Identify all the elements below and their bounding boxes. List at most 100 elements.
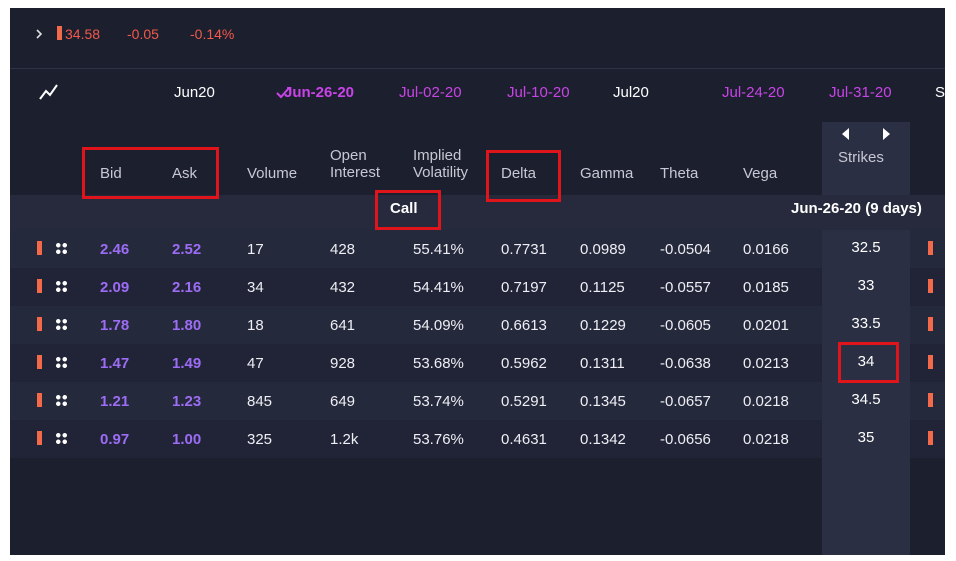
cell: 2.52 <box>172 241 202 258</box>
row-bg <box>10 230 822 268</box>
expiration-tab[interactable]: Jul-24-20 <box>722 84 785 101</box>
cell: 2.16 <box>172 279 202 296</box>
strike-nav[interactable] <box>839 126 893 142</box>
cell: -0.0504 <box>660 241 711 258</box>
column-header[interactable]: Open Interest <box>330 147 381 181</box>
cell: 0.0989 <box>580 241 626 258</box>
cell: 1.78 <box>100 317 130 334</box>
menu-icon[interactable] <box>55 242 68 255</box>
cell: 0.5291 <box>501 393 547 410</box>
menu-icon[interactable] <box>55 318 68 331</box>
cell: 53.74% <box>413 393 464 410</box>
menu-icon[interactable] <box>55 356 68 369</box>
cell: 928 <box>330 355 356 372</box>
row-bg <box>910 306 945 344</box>
expiration-tab[interactable]: Jul-10-20 <box>507 84 570 101</box>
cell: 0.0213 <box>743 355 789 372</box>
price: 34.58 <box>65 26 101 42</box>
column-header[interactable]: Implied Volatility <box>413 147 469 181</box>
menu-icon[interactable] <box>55 280 68 293</box>
trade-bar[interactable] <box>928 241 933 255</box>
cell: -0.0557 <box>660 279 711 296</box>
expiration-tab[interactable]: S <box>935 84 945 101</box>
column-header[interactable]: Bid <box>100 165 122 182</box>
cell: 1.47 <box>100 355 130 372</box>
cell: 0.0166 <box>743 241 789 258</box>
cell: 1.21 <box>100 393 130 410</box>
cell: -0.0638 <box>660 355 711 372</box>
cell: 0.0218 <box>743 431 789 448</box>
row-bg <box>10 344 822 382</box>
strike: 33 <box>857 277 875 294</box>
trade-bar[interactable] <box>928 317 933 331</box>
cell: 0.7197 <box>501 279 547 296</box>
highlight-box <box>82 147 219 199</box>
strike: 35 <box>857 429 875 446</box>
cell: -0.0657 <box>660 393 711 410</box>
cell: 2.09 <box>100 279 130 296</box>
row-bg <box>910 268 945 306</box>
cell: 428 <box>330 241 356 258</box>
strike: 34.5 <box>851 391 881 408</box>
cell: 55.41% <box>413 241 464 258</box>
trade-bar[interactable] <box>37 355 42 369</box>
column-header[interactable]: Ask <box>172 165 198 182</box>
expand-icon[interactable] <box>34 28 44 40</box>
expiration-tab[interactable]: Jul20 <box>613 84 649 101</box>
trade-bar[interactable] <box>37 393 42 407</box>
highlight-box <box>486 150 561 202</box>
cell: 53.76% <box>413 431 464 448</box>
cell: 1.00 <box>172 431 202 448</box>
cell: 0.1345 <box>580 393 626 410</box>
trade-bar[interactable] <box>37 317 42 331</box>
column-header[interactable]: Gamma <box>580 165 634 182</box>
menu-icon[interactable] <box>55 432 68 445</box>
trade-bar[interactable] <box>37 279 42 293</box>
divider <box>10 68 945 69</box>
strike: 32.5 <box>851 239 881 256</box>
cell: 0.4631 <box>501 431 547 448</box>
column-header[interactable]: Delta <box>501 165 537 182</box>
cell: 432 <box>330 279 356 296</box>
row-bg <box>910 420 945 458</box>
strike: 34 <box>857 353 875 370</box>
cell: 18 <box>247 317 264 334</box>
section-label: Call <box>390 200 418 217</box>
cell: 0.5962 <box>501 355 547 372</box>
cell: -0.0656 <box>660 431 711 448</box>
change: -0.05 <box>127 26 159 42</box>
trade-bar[interactable] <box>928 431 933 445</box>
menu-icon[interactable] <box>55 394 68 407</box>
cell: -0.0605 <box>660 317 711 334</box>
strikes-column <box>822 122 910 555</box>
cell: 1.80 <box>172 317 202 334</box>
row-bg <box>910 344 945 382</box>
highlight-box <box>375 190 441 230</box>
chart-icon[interactable] <box>38 82 60 102</box>
trade-bar[interactable] <box>37 241 42 255</box>
cell: 17 <box>247 241 264 258</box>
trade-bar[interactable] <box>37 431 42 445</box>
cell: 0.1229 <box>580 317 626 334</box>
cell: 0.1311 <box>580 355 625 372</box>
trade-bar[interactable] <box>928 279 933 293</box>
expiration-tab[interactable]: Jun20 <box>174 84 215 101</box>
expiration-tab[interactable]: Jul-02-20 <box>399 84 462 101</box>
price-bar <box>57 26 62 40</box>
strike: 33.5 <box>851 315 881 332</box>
expiration-tab[interactable]: Jul-31-20 <box>829 84 892 101</box>
cell: 2.46 <box>100 241 130 258</box>
cell: 845 <box>247 393 273 410</box>
column-header[interactable]: Theta <box>660 165 699 182</box>
trade-bar[interactable] <box>928 393 933 407</box>
cell: 1.49 <box>172 355 202 372</box>
column-header[interactable]: Volume <box>247 165 298 182</box>
column-header[interactable]: Vega <box>743 165 778 182</box>
trade-bar[interactable] <box>928 355 933 369</box>
expiration-tab[interactable]: Jun-26-20 <box>284 84 355 101</box>
options-panel: 34.58 -0.05 -0.14% Jun20 Jun-26-20 Jul-02-20 J… <box>10 8 945 555</box>
cell: 0.7731 <box>501 241 547 258</box>
cell: 0.97 <box>100 431 130 448</box>
highlight-box <box>838 342 899 383</box>
cell: 0.0218 <box>743 393 789 410</box>
